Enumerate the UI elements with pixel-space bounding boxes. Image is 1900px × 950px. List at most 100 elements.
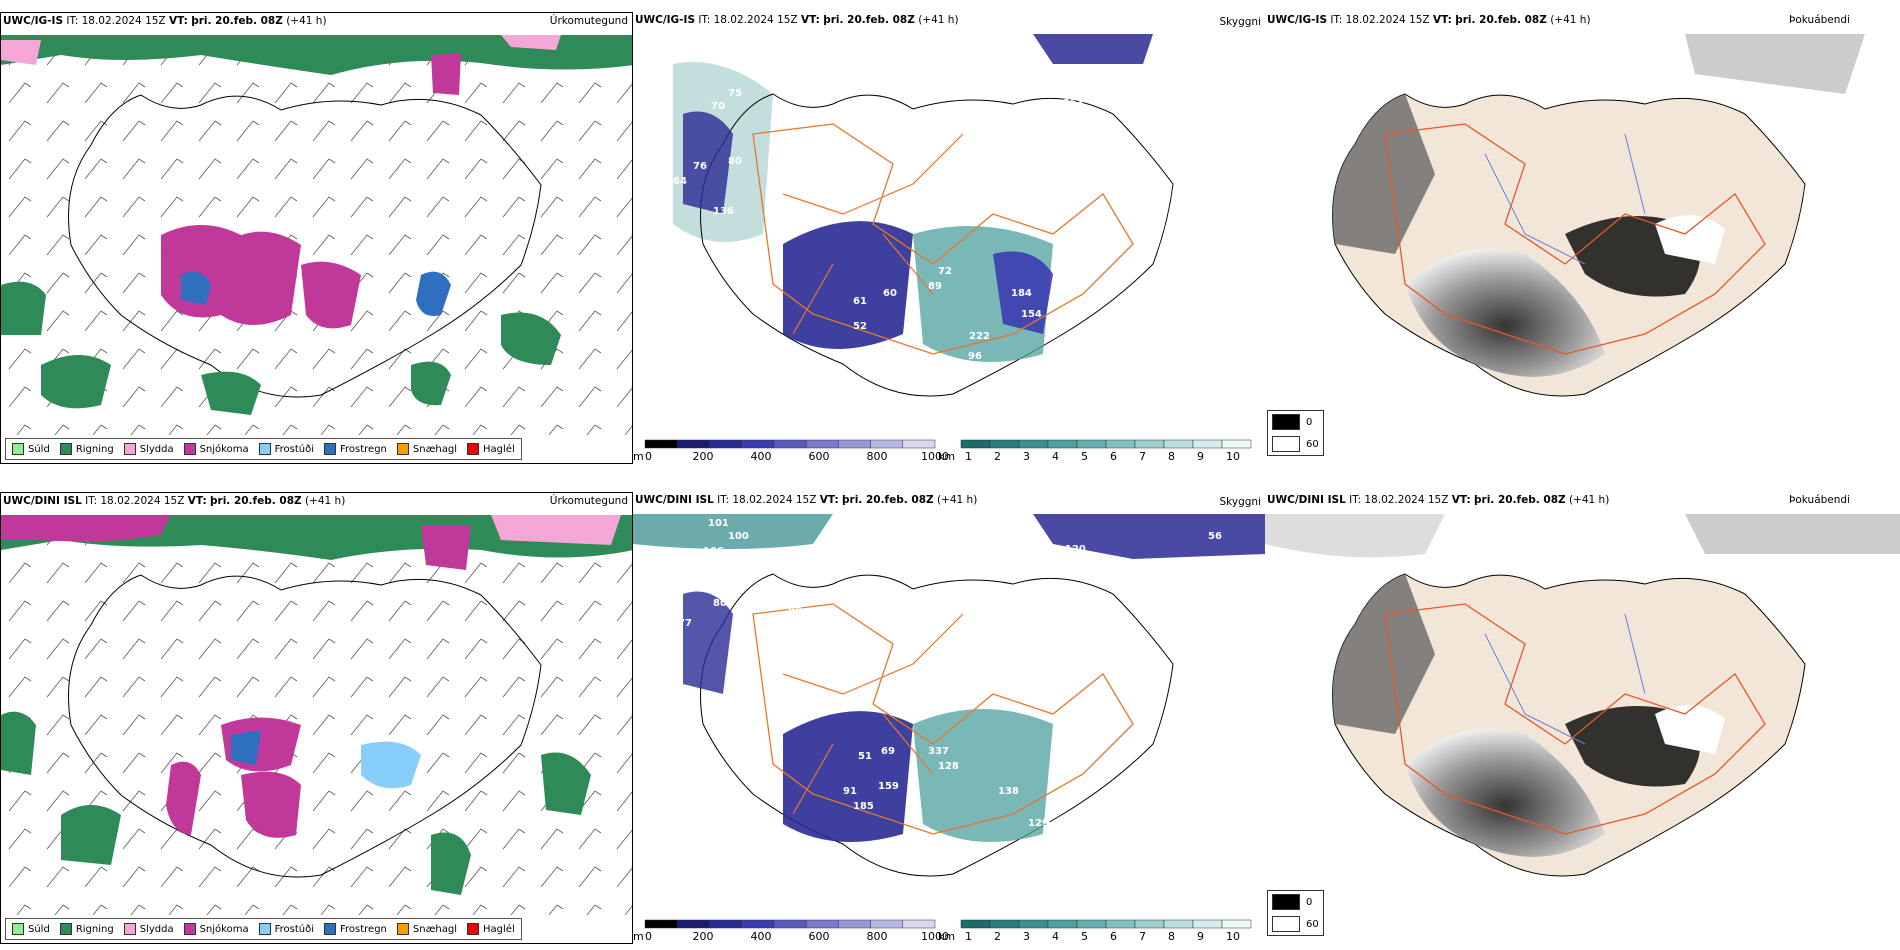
scale-tick-label: 5 — [1081, 930, 1088, 943]
panel-title: UWC/IG-IS IT: 18.02.2024 15Z VT: þri. 20… — [3, 15, 327, 27]
legend-item: Frostúði — [258, 443, 314, 455]
svg-text:222: 222 — [969, 331, 990, 342]
scale-bin — [1134, 919, 1165, 929]
svg-text:72: 72 — [938, 266, 952, 277]
svg-text:216: 216 — [888, 851, 909, 862]
svg-text:106: 106 — [703, 546, 724, 557]
scale-bin — [644, 919, 678, 929]
svg-text:129: 129 — [1028, 818, 1049, 829]
legend-item: Rigning — [59, 443, 114, 455]
scale-tick-label: 10 — [1226, 450, 1240, 463]
scale-bin — [989, 919, 1020, 929]
scale-tick-label: 400 — [751, 450, 772, 463]
scale-tick-label: 1 — [965, 930, 972, 943]
svg-text:63: 63 — [903, 401, 917, 412]
scale-bin — [902, 919, 936, 929]
scale-tick-label: 8 — [1168, 930, 1175, 943]
scale-bin — [773, 439, 807, 449]
svg-text:136: 136 — [713, 206, 734, 217]
legend-item: Snjókoma — [183, 443, 249, 455]
iceland-coastline — [68, 574, 542, 878]
visibility-color-scale: m 0 200 400 600 800 1000 km 1 2 3 4 5 6 7 8 9 10 — [633, 919, 1252, 943]
scale-tick-label: 10 — [1226, 930, 1240, 943]
north-rain-band — [1, 35, 632, 75]
svg-text:88: 88 — [788, 606, 802, 617]
scale-tick-label: 6 — [1110, 450, 1117, 463]
scale-tick-label: 600 — [809, 930, 830, 943]
svg-text:207: 207 — [903, 356, 924, 367]
svg-text:96: 96 — [968, 351, 982, 362]
scale-tick-label: 5 — [1081, 450, 1088, 463]
svg-text:154: 154 — [1021, 309, 1042, 320]
panel-title: UWC/IG-IS IT: 18.02.2024 15Z VT: þri. 20… — [635, 14, 959, 26]
legend-item: Frostúði — [258, 923, 314, 935]
svg-text:60: 60 — [883, 288, 897, 299]
legend-item: Súld — [12, 923, 50, 935]
scale-tick-label: 9 — [1197, 930, 1204, 943]
svg-text:145: 145 — [933, 411, 954, 422]
scale-bin — [741, 919, 775, 929]
svg-text:159: 159 — [878, 781, 899, 792]
scale-tick-label: 7 — [1139, 930, 1146, 943]
svg-text:182: 182 — [848, 411, 869, 422]
panel-name: Þokuábendi — [1789, 494, 1850, 506]
visibility-color-scale: m 0 200 400 600 800 1000 km 1 2 3 4 5 6 7 8 9 10 — [633, 439, 1252, 463]
scale-bin — [1047, 919, 1078, 929]
panel-name: Skyggni — [1219, 16, 1262, 28]
svg-text:56: 56 — [1208, 531, 1222, 542]
svg-text:149: 149 — [1045, 818, 1066, 829]
svg-text:52: 52 — [853, 321, 867, 332]
visibility-panel-top: UWC/IG-IS IT: 18.02.2024 15Z VT: þri. 20… — [633, 12, 1265, 464]
scale-bin — [1192, 439, 1223, 449]
scale-bin — [1134, 439, 1165, 449]
svg-text:51: 51 — [858, 751, 872, 762]
scale-tick-label: 6 — [1110, 930, 1117, 943]
legend-item: Snjókoma — [183, 923, 249, 935]
panel-name: Skyggni — [1219, 496, 1262, 508]
panel-title: UWC/DINI ISL IT: 18.02.2024 15Z VT: þri.… — [1267, 494, 1610, 506]
scale-tick-label: 4 — [1052, 450, 1059, 463]
scale-unit: km — [938, 450, 955, 463]
svg-text:70: 70 — [711, 101, 725, 112]
scale-bin — [902, 439, 936, 449]
svg-text:89: 89 — [928, 281, 942, 292]
svg-text:84: 84 — [973, 366, 987, 377]
scale-unit: m — [633, 450, 644, 463]
fog-map — [1265, 514, 1900, 877]
scale-tick-label: 1000 — [921, 930, 949, 943]
fog-legend-item: 0 — [1268, 891, 1323, 913]
scale-tick-label: 200 — [693, 930, 714, 943]
scale-bin — [709, 919, 742, 929]
legend-item: Frostregn — [324, 443, 387, 455]
scale-bin — [709, 439, 742, 449]
fog-legend-item: 60 — [1268, 433, 1323, 455]
panel-title: UWC/IG-IS IT: 18.02.2024 15Z VT: þri. 20… — [1267, 14, 1591, 26]
scale-bin — [1105, 439, 1136, 449]
scale-tick-label: 0 — [645, 450, 652, 463]
svg-text:77: 77 — [678, 618, 692, 629]
fog-map — [1332, 34, 1865, 397]
scale-bin — [1221, 439, 1252, 449]
svg-text:96: 96 — [1125, 826, 1139, 837]
legend-item: Slydda — [123, 923, 174, 935]
svg-text:76: 76 — [693, 161, 707, 172]
svg-text:253: 253 — [1063, 98, 1084, 109]
scale-tick-label: 400 — [751, 930, 772, 943]
scale-bin — [676, 919, 710, 929]
scale-tick-label: 3 — [1023, 930, 1030, 943]
legend-item: Snæhagl — [396, 443, 457, 455]
svg-text:215: 215 — [658, 406, 679, 417]
scale-bin — [1076, 919, 1107, 929]
iceland-coastline — [700, 93, 1174, 397]
fog-legend: 0 60 — [1267, 890, 1324, 936]
scale-tick-label: 200 — [693, 450, 714, 463]
iceland-coastline — [700, 573, 1174, 877]
svg-text:101: 101 — [708, 518, 729, 529]
svg-text:128: 128 — [938, 761, 959, 772]
scale-tick-label: 2 — [994, 930, 1001, 943]
fog-legend: 0 60 — [1267, 410, 1324, 456]
scale-bin — [1018, 439, 1049, 449]
legend-item: Súld — [12, 443, 50, 455]
scale-bin — [1163, 919, 1194, 929]
visibility-map: 101 100 106 120 229 56 77 80 88 339 384 … — [633, 514, 1265, 892]
